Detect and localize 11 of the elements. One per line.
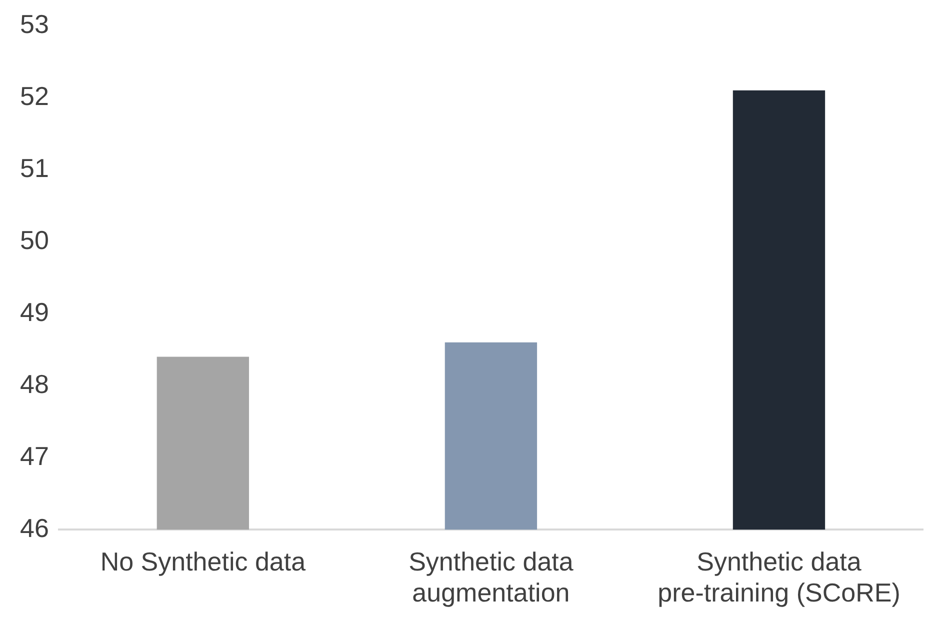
- y-tick-label: 46: [20, 512, 49, 543]
- y-tick-label: 52: [20, 80, 49, 111]
- y-tick-label: 50: [20, 224, 49, 255]
- y-tick-label: 53: [20, 8, 49, 39]
- y-tick-label: 47: [20, 440, 49, 471]
- x-tick-label: Synthetic data augmentation: [408, 546, 574, 608]
- x-tick-label: Synthetic data pre-training (SCoRE): [658, 546, 900, 608]
- y-tick-label: 48: [20, 368, 49, 399]
- y-tick-label: 51: [20, 152, 49, 183]
- x-tick-label: No Synthetic data: [100, 546, 306, 576]
- y-tick-label: 49: [20, 296, 49, 327]
